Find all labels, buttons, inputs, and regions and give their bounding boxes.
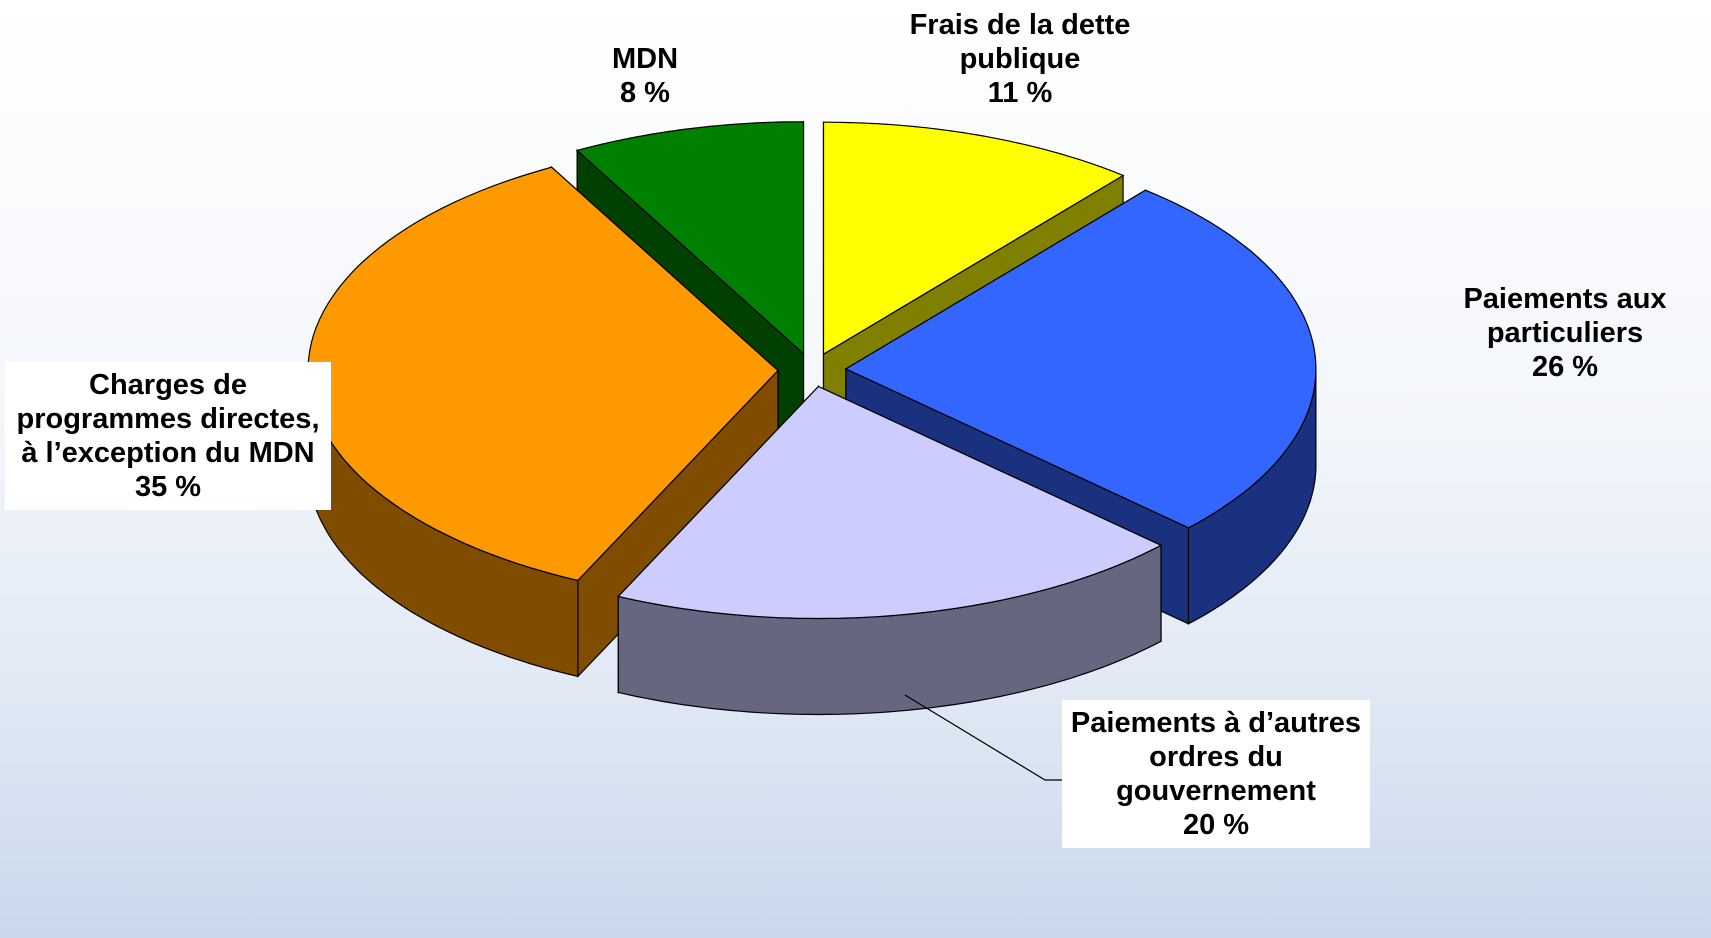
category-label: Charges de programmes directes, à l’exce…	[16, 369, 320, 469]
value-label: 8 %	[620, 77, 670, 109]
value-label: 35 %	[134, 471, 202, 503]
slice-label: Frais de la dette publique 11 %	[880, 8, 1160, 110]
category-label: Frais de la dette publique	[909, 9, 1131, 75]
slice-label: Paiements à d’autres ordres du gouvernem…	[1062, 700, 1370, 848]
slice-label: Paiements aux particuliers 26 %	[1425, 282, 1705, 384]
value-label: 20 %	[1182, 809, 1250, 841]
category-label: Paiements à d’autres ordres du gouvernem…	[1070, 707, 1362, 807]
category-label: MDN	[611, 43, 679, 75]
slice-top	[575, 121, 805, 356]
slice-top	[822, 121, 1125, 356]
value-label: 11 %	[987, 77, 1053, 109]
pie-slice	[617, 385, 1163, 716]
category-label: Paiements aux particuliers	[1463, 283, 1667, 349]
slice-label: Charges de programmes directes, à l’exce…	[5, 362, 331, 510]
slice-label: MDN 8 %	[570, 42, 720, 110]
value-label: 26 %	[1531, 351, 1599, 383]
slice-top	[617, 385, 1163, 620]
slice-top	[844, 189, 1317, 529]
